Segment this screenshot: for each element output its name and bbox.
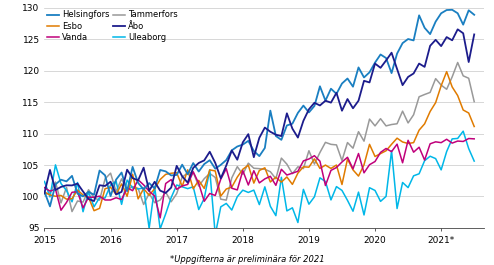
Line: Uleaborg: Uleaborg [44, 131, 474, 235]
Tammerfors [163, 191, 168, 194]
Vanda [41, 186, 47, 189]
Esbo [152, 187, 158, 190]
Helsingfors [449, 8, 455, 11]
Åbo [454, 28, 460, 31]
Helsingfors [361, 76, 367, 79]
Line: Helsingfors: Helsingfors [44, 10, 474, 206]
Tammerfors [223, 198, 229, 202]
Vanda [295, 170, 301, 173]
Esbo [444, 70, 450, 73]
Uleaborg [471, 160, 477, 163]
Uleaborg [41, 180, 47, 183]
Helsingfors [47, 205, 53, 208]
Helsingfors [152, 187, 158, 190]
Helsingfors [295, 111, 301, 114]
Uleaborg [146, 227, 152, 230]
Vanda [223, 167, 229, 170]
Vanda [157, 216, 163, 219]
Esbo [295, 171, 301, 175]
Helsingfors [471, 13, 477, 16]
Åbo [218, 177, 224, 180]
Tammerfors [69, 210, 75, 213]
Esbo [163, 173, 168, 176]
Legend: Helsingfors, Esbo, Vanda, Tammerfors, Åbo, Uleaborg: Helsingfors, Esbo, Vanda, Tammerfors, Åb… [45, 9, 179, 43]
Helsingfors [218, 163, 224, 166]
Helsingfors [41, 190, 47, 193]
Esbo [41, 191, 47, 194]
Åbo [41, 191, 47, 195]
Tammerfors [361, 140, 367, 143]
Åbo [163, 191, 168, 195]
Vanda [146, 190, 152, 193]
Line: Tammerfors: Tammerfors [44, 63, 474, 211]
Vanda [471, 137, 477, 140]
Tammerfors [152, 201, 158, 204]
Åbo [295, 136, 301, 139]
Tammerfors [295, 165, 301, 168]
Tammerfors [41, 193, 47, 196]
Text: *Uppgifterna är preliminära för 2021: *Uppgifterna är preliminära för 2021 [169, 255, 325, 264]
Esbo [471, 125, 477, 128]
Uleaborg [460, 130, 466, 133]
Uleaborg [295, 221, 301, 224]
Åbo [152, 180, 158, 183]
Helsingfors [163, 170, 168, 173]
Tammerfors [218, 198, 224, 201]
Tammerfors [454, 61, 460, 64]
Esbo [91, 209, 97, 212]
Åbo [361, 79, 367, 82]
Line: Åbo: Åbo [44, 29, 474, 201]
Line: Esbo: Esbo [44, 72, 474, 211]
Esbo [218, 195, 224, 198]
Line: Vanda: Vanda [44, 139, 474, 218]
Vanda [218, 178, 224, 181]
Helsingfors [223, 158, 229, 162]
Åbo [471, 33, 477, 36]
Vanda [361, 171, 367, 174]
Åbo [91, 200, 97, 203]
Vanda [466, 137, 472, 140]
Uleaborg [361, 213, 367, 217]
Uleaborg [223, 202, 229, 205]
Uleaborg [218, 205, 224, 209]
Esbo [361, 163, 367, 166]
Vanda [163, 182, 168, 185]
Uleaborg [212, 233, 218, 236]
Åbo [223, 164, 229, 167]
Uleaborg [157, 227, 163, 231]
Tammerfors [471, 100, 477, 103]
Esbo [223, 187, 229, 191]
